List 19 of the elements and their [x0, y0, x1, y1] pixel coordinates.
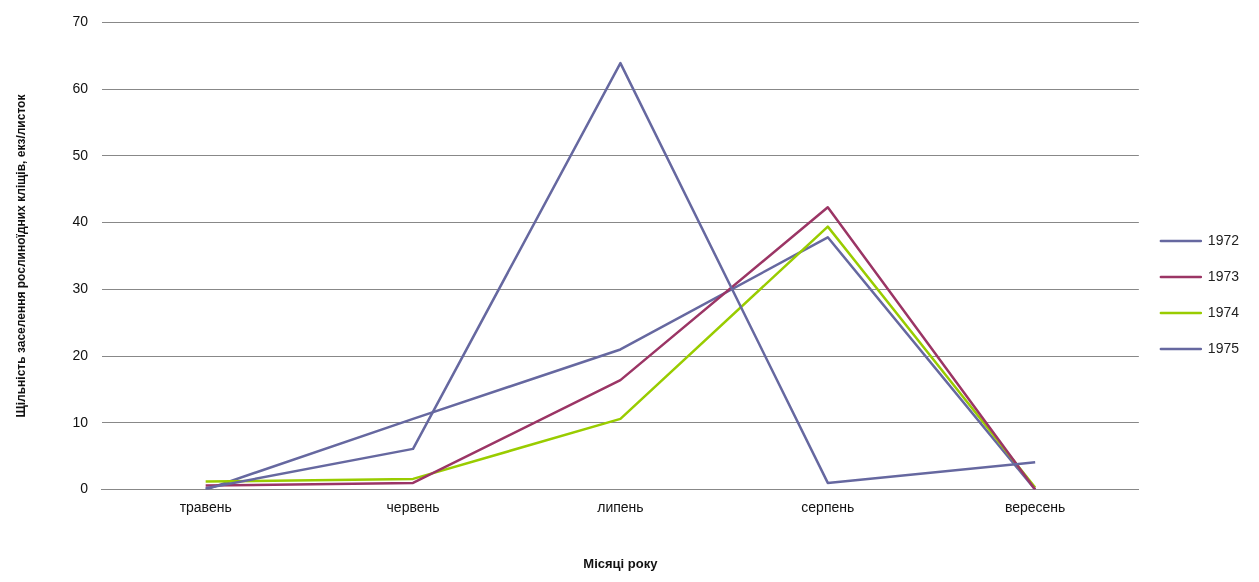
x-tick-label: серпень — [801, 498, 855, 515]
legend-label: 1974 — [1207, 303, 1240, 320]
x-tick-label: вересень — [1004, 498, 1066, 515]
y-tick-label: 70 — [72, 13, 89, 30]
y-tick-label: 20 — [72, 346, 89, 363]
x-tick-label: травень — [179, 498, 232, 515]
y-tick-label: 30 — [72, 280, 89, 297]
y-axis-title: Щільність заселення рослиноїдних кліщів, екз/листок — [13, 93, 28, 418]
y-tick-label: 10 — [72, 413, 89, 430]
legend-label: 1973 — [1207, 267, 1240, 284]
y-tick-label: 40 — [72, 213, 89, 230]
y-tick-label: 0 — [80, 480, 89, 497]
legend-label: 1972 — [1207, 231, 1240, 248]
legend-label: 1975 — [1207, 339, 1240, 356]
y-tick-label: 50 — [72, 146, 89, 163]
x-axis-title: Місяці року — [583, 555, 659, 571]
x-tick-label: липень — [597, 498, 644, 515]
y-tick-label: 60 — [72, 80, 89, 96]
x-tick-label: червень — [386, 498, 440, 515]
